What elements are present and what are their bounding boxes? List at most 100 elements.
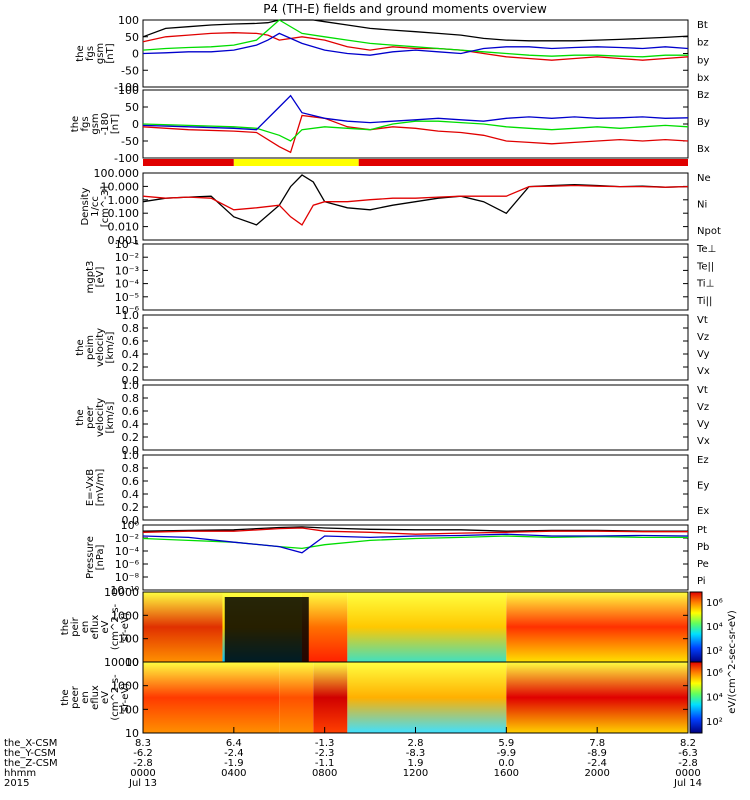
- legend-Vy: Vy: [697, 349, 710, 360]
- panel-frame: [142, 89, 689, 159]
- ylabel-line: eV: [100, 620, 111, 633]
- xaxis-row-label: hhmm: [4, 768, 36, 779]
- xaxis-row-label: the_Z-CSM: [4, 758, 58, 769]
- xtick-label: -6.3: [678, 748, 698, 759]
- ytick-label: 10⁻⁴: [115, 278, 140, 291]
- ytick-label: 10000: [104, 586, 139, 599]
- series-Ne: [142, 184, 689, 226]
- ytick-label: 0.0: [122, 374, 140, 387]
- ytick-label: 50: [125, 101, 139, 114]
- xaxis-row-label: 2015: [4, 778, 29, 789]
- legend-Vz: Vz: [697, 332, 709, 343]
- ytick-label: 0.8: [122, 322, 140, 335]
- legend-Vz: Vz: [697, 402, 709, 413]
- panel-fgs-gse: 100 50 0 -50 -100 the fgs gsm -180 [nT] Bz By Bx: [70, 84, 710, 165]
- ylabel-line: -180: [100, 113, 111, 136]
- ytick-label: 0.4: [122, 348, 140, 361]
- series-by: [142, 19, 688, 58]
- mode-segment: [143, 159, 234, 166]
- ylabel-line: [nT]: [105, 43, 116, 63]
- xtick-label: Jul 13: [128, 778, 157, 789]
- colorbar-tick: 10⁴: [706, 693, 723, 704]
- xtick-label: -6.2: [133, 748, 153, 759]
- ylabel-line: [mV/m]: [95, 469, 106, 507]
- xtick-label: -2.4: [587, 758, 607, 769]
- legend-Npot: Npot: [697, 226, 721, 237]
- series-Ni: [142, 174, 689, 226]
- spectrogram-band: [301, 592, 348, 662]
- xtick-label: -2.4: [224, 748, 244, 759]
- ytick-label: 100: [118, 84, 139, 97]
- ylabel-line: sr-eV): [120, 683, 131, 712]
- ytick-label: -50: [121, 64, 139, 77]
- panel-peir-en: 10000 1000 100 10 the peir en eflux eV (cm^2-s-sr…: [60, 586, 689, 669]
- panel-peer-en: 10000 1000 100 10 the peer en eflux eV (cm^2-s-sr…: [60, 656, 689, 740]
- ytick-label: 0: [132, 118, 139, 131]
- xtick-label: 0800: [312, 768, 337, 779]
- ytick-label: 10000: [104, 656, 139, 669]
- spectrogram-band: [347, 592, 507, 662]
- ylabel-line: peer: [85, 405, 96, 429]
- panel-peer-vel: 1.00.80.60.40.20.0 the peer velocity [km/s] V…: [75, 379, 710, 457]
- ytick-label: 1000: [111, 680, 139, 693]
- ytick-label: 10⁻⁵: [115, 291, 139, 304]
- ytick-label: 10: [125, 656, 139, 669]
- ylabel-line: mgpt3: [85, 261, 96, 294]
- ytick-label: 10⁻¹⁰: [110, 584, 139, 597]
- series-Pb: [142, 527, 688, 535]
- ytick-label: 1.000: [108, 194, 140, 207]
- ylabel-line: peim: [85, 335, 96, 360]
- ytick-label: 0.2: [122, 431, 140, 444]
- ylabel-line: en: [80, 691, 91, 704]
- ytick-label: 0.4: [122, 418, 140, 431]
- ytick-label: 10⁻³: [115, 264, 139, 277]
- ylabel-line: eflux: [90, 685, 101, 710]
- legend-Ti||: Ti||: [696, 296, 712, 307]
- ylabel-line: the: [75, 45, 86, 61]
- ylabel-line: peer: [70, 685, 81, 709]
- spectrogram-band: [279, 662, 314, 733]
- colorbar: [689, 661, 703, 734]
- ytick-label: 0.001: [108, 234, 140, 247]
- xtick-label: 8.2: [680, 738, 696, 749]
- legend-Pb: Pb: [697, 542, 709, 553]
- legend-Bz: Bz: [697, 90, 709, 101]
- ytick-label: 10⁻²: [115, 532, 139, 545]
- ytick-label: 10: [125, 727, 139, 740]
- xtick-label: -1.3: [315, 738, 335, 749]
- xtick-label: 0000: [675, 768, 700, 779]
- colorbar-tick: 10⁶: [706, 668, 723, 679]
- panel-mode-bar: [143, 159, 688, 166]
- legend-Ey: Ey: [697, 481, 709, 492]
- series-Pi: [142, 533, 689, 554]
- ylabel-line: en: [80, 621, 91, 634]
- colorbar-tick: 10⁶: [706, 598, 723, 609]
- xtick-label: -1.1: [315, 758, 335, 769]
- ytick-label: 0.6: [122, 335, 140, 348]
- spectrogram-band: [347, 662, 507, 733]
- legend-Pt: Pt: [697, 525, 707, 536]
- ytick-label: 0.8: [122, 462, 140, 475]
- xtick-label: 8.3: [135, 738, 151, 749]
- colorbar-label: eV/(cm^2-sec-sr-eV): [727, 610, 738, 714]
- series-bz: [142, 32, 689, 61]
- ylabel-line: eflux: [90, 615, 101, 640]
- spectrogram-band: [143, 662, 280, 733]
- ylabel-line: [nT]: [110, 114, 121, 134]
- xtick-label: 0000: [130, 768, 155, 779]
- xtick-label: -1.9: [224, 758, 244, 769]
- panel-fgs: 100 50 0 -50 -100 the fgs gsm [nT] Bt bz by bx: [75, 14, 709, 94]
- ylabel-line: fgs: [85, 46, 96, 61]
- ytick-label: 1.0: [122, 449, 140, 462]
- ylabel-line: the: [70, 116, 81, 132]
- ylabel-line: gsm: [90, 113, 101, 134]
- ytick-label: 100: [118, 703, 139, 716]
- panel-mom-t: 10⁻¹10⁻²10⁻³10⁻⁴10⁻⁵10⁻⁶ mgpt3 [eV] Te⊥ Te||…: [85, 238, 716, 317]
- ytick-label: -100: [114, 152, 139, 165]
- panel-frame: [142, 454, 689, 521]
- legend-Vx: Vx: [697, 366, 710, 377]
- ylabel-line: the: [60, 619, 71, 635]
- legend-Ni: Ni: [697, 200, 707, 211]
- colorbar-tick: 10⁴: [706, 622, 723, 633]
